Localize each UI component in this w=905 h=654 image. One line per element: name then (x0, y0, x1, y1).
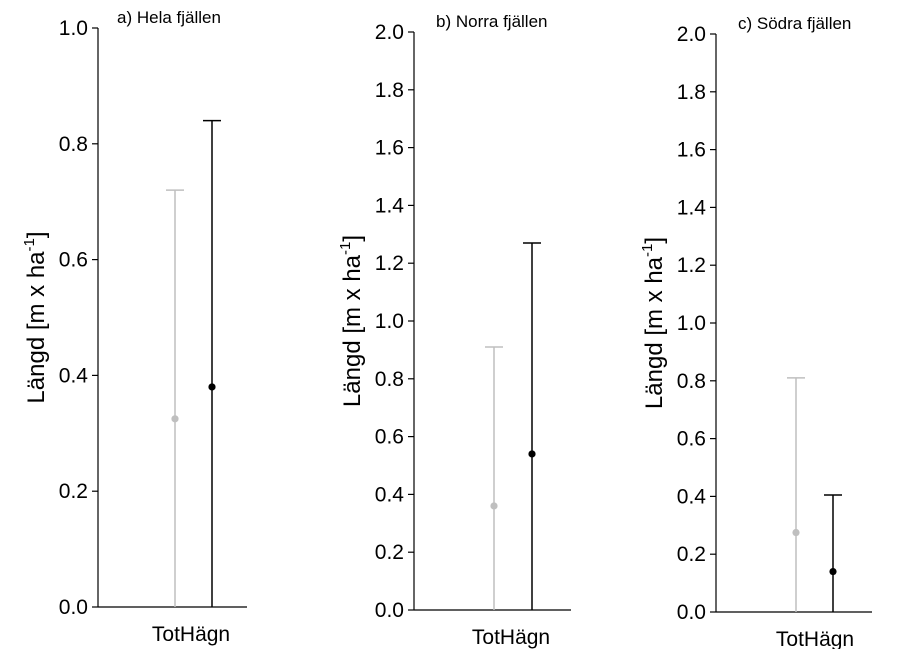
mean-point (792, 528, 800, 537)
y-tick-label: 0.8 (677, 370, 706, 393)
y-axis-label: Längd [m x ha-1] (21, 231, 50, 403)
panel-title: a) Hela fjällen (117, 8, 221, 27)
y-tick-label: 0.2 (677, 543, 706, 566)
y-tick-label: 1.0 (59, 17, 88, 40)
y-tick-label: 0.6 (59, 249, 88, 272)
x-category-label: TotHägn (776, 628, 854, 649)
chart-panel-2: b) Norra fjällen 0.0 0.2 0.4 0.6 0.8 1.0 1.2 1.4… (337, 12, 571, 649)
mean-point (208, 383, 216, 391)
y-tick-label: 1.4 (677, 196, 707, 219)
y-tick-label: 0.0 (59, 596, 88, 619)
y-tick-label: 0.6 (677, 428, 706, 451)
mean-point (528, 450, 536, 458)
mean-point (171, 415, 179, 423)
y-tick-label: 0.6 (375, 426, 404, 449)
y-tick-label: 0.4 (677, 485, 707, 508)
x-category-label: TotHägn (472, 626, 550, 649)
panel-title: c) Södra fjällen (738, 14, 851, 33)
y-tick-label: 0.2 (59, 480, 88, 503)
mean-point (829, 567, 837, 576)
y-tick-label: 0.4 (375, 483, 405, 506)
x-category-label: TotHägn (152, 623, 230, 646)
y-tick-label: 0.8 (375, 368, 404, 391)
y-tick-label: 1.4 (375, 194, 405, 217)
y-tick-label: 2.0 (677, 23, 706, 46)
panel-title: b) Norra fjällen (436, 12, 548, 31)
mean-point (490, 502, 498, 510)
y-tick-label: 1.2 (677, 254, 706, 277)
y-tick-label: 1.2 (375, 252, 404, 275)
y-tick-label: 1.0 (677, 312, 706, 335)
y-tick-label: 0.8 (59, 133, 88, 156)
chart-panel-1: a) Hela fjällen 0.0 0.2 0.4 0.6 0.8 1.0 Längd [… (21, 8, 247, 646)
chart-panel-3: c) Södra fjällen 0.0 0.2 0.4 0.6 0.8 1.0 1.2 1.4… (639, 14, 872, 651)
y-axis-label: Längd [m x ha-1] (639, 237, 668, 409)
y-tick-label: 0.0 (677, 601, 706, 624)
y-tick-label: 0.4 (59, 364, 89, 387)
y-axis-label: Längd [m x ha-1] (337, 235, 366, 407)
y-tick-label: 2.0 (375, 21, 404, 44)
y-tick-label: 1.0 (375, 310, 404, 333)
y-tick-label: 1.6 (677, 139, 706, 162)
y-tick-label: 0.0 (375, 599, 404, 622)
y-tick-label: 1.8 (375, 79, 404, 102)
y-tick-label: 1.6 (375, 137, 404, 160)
y-tick-label: 0.2 (375, 541, 404, 564)
y-tick-label: 1.8 (677, 81, 706, 104)
